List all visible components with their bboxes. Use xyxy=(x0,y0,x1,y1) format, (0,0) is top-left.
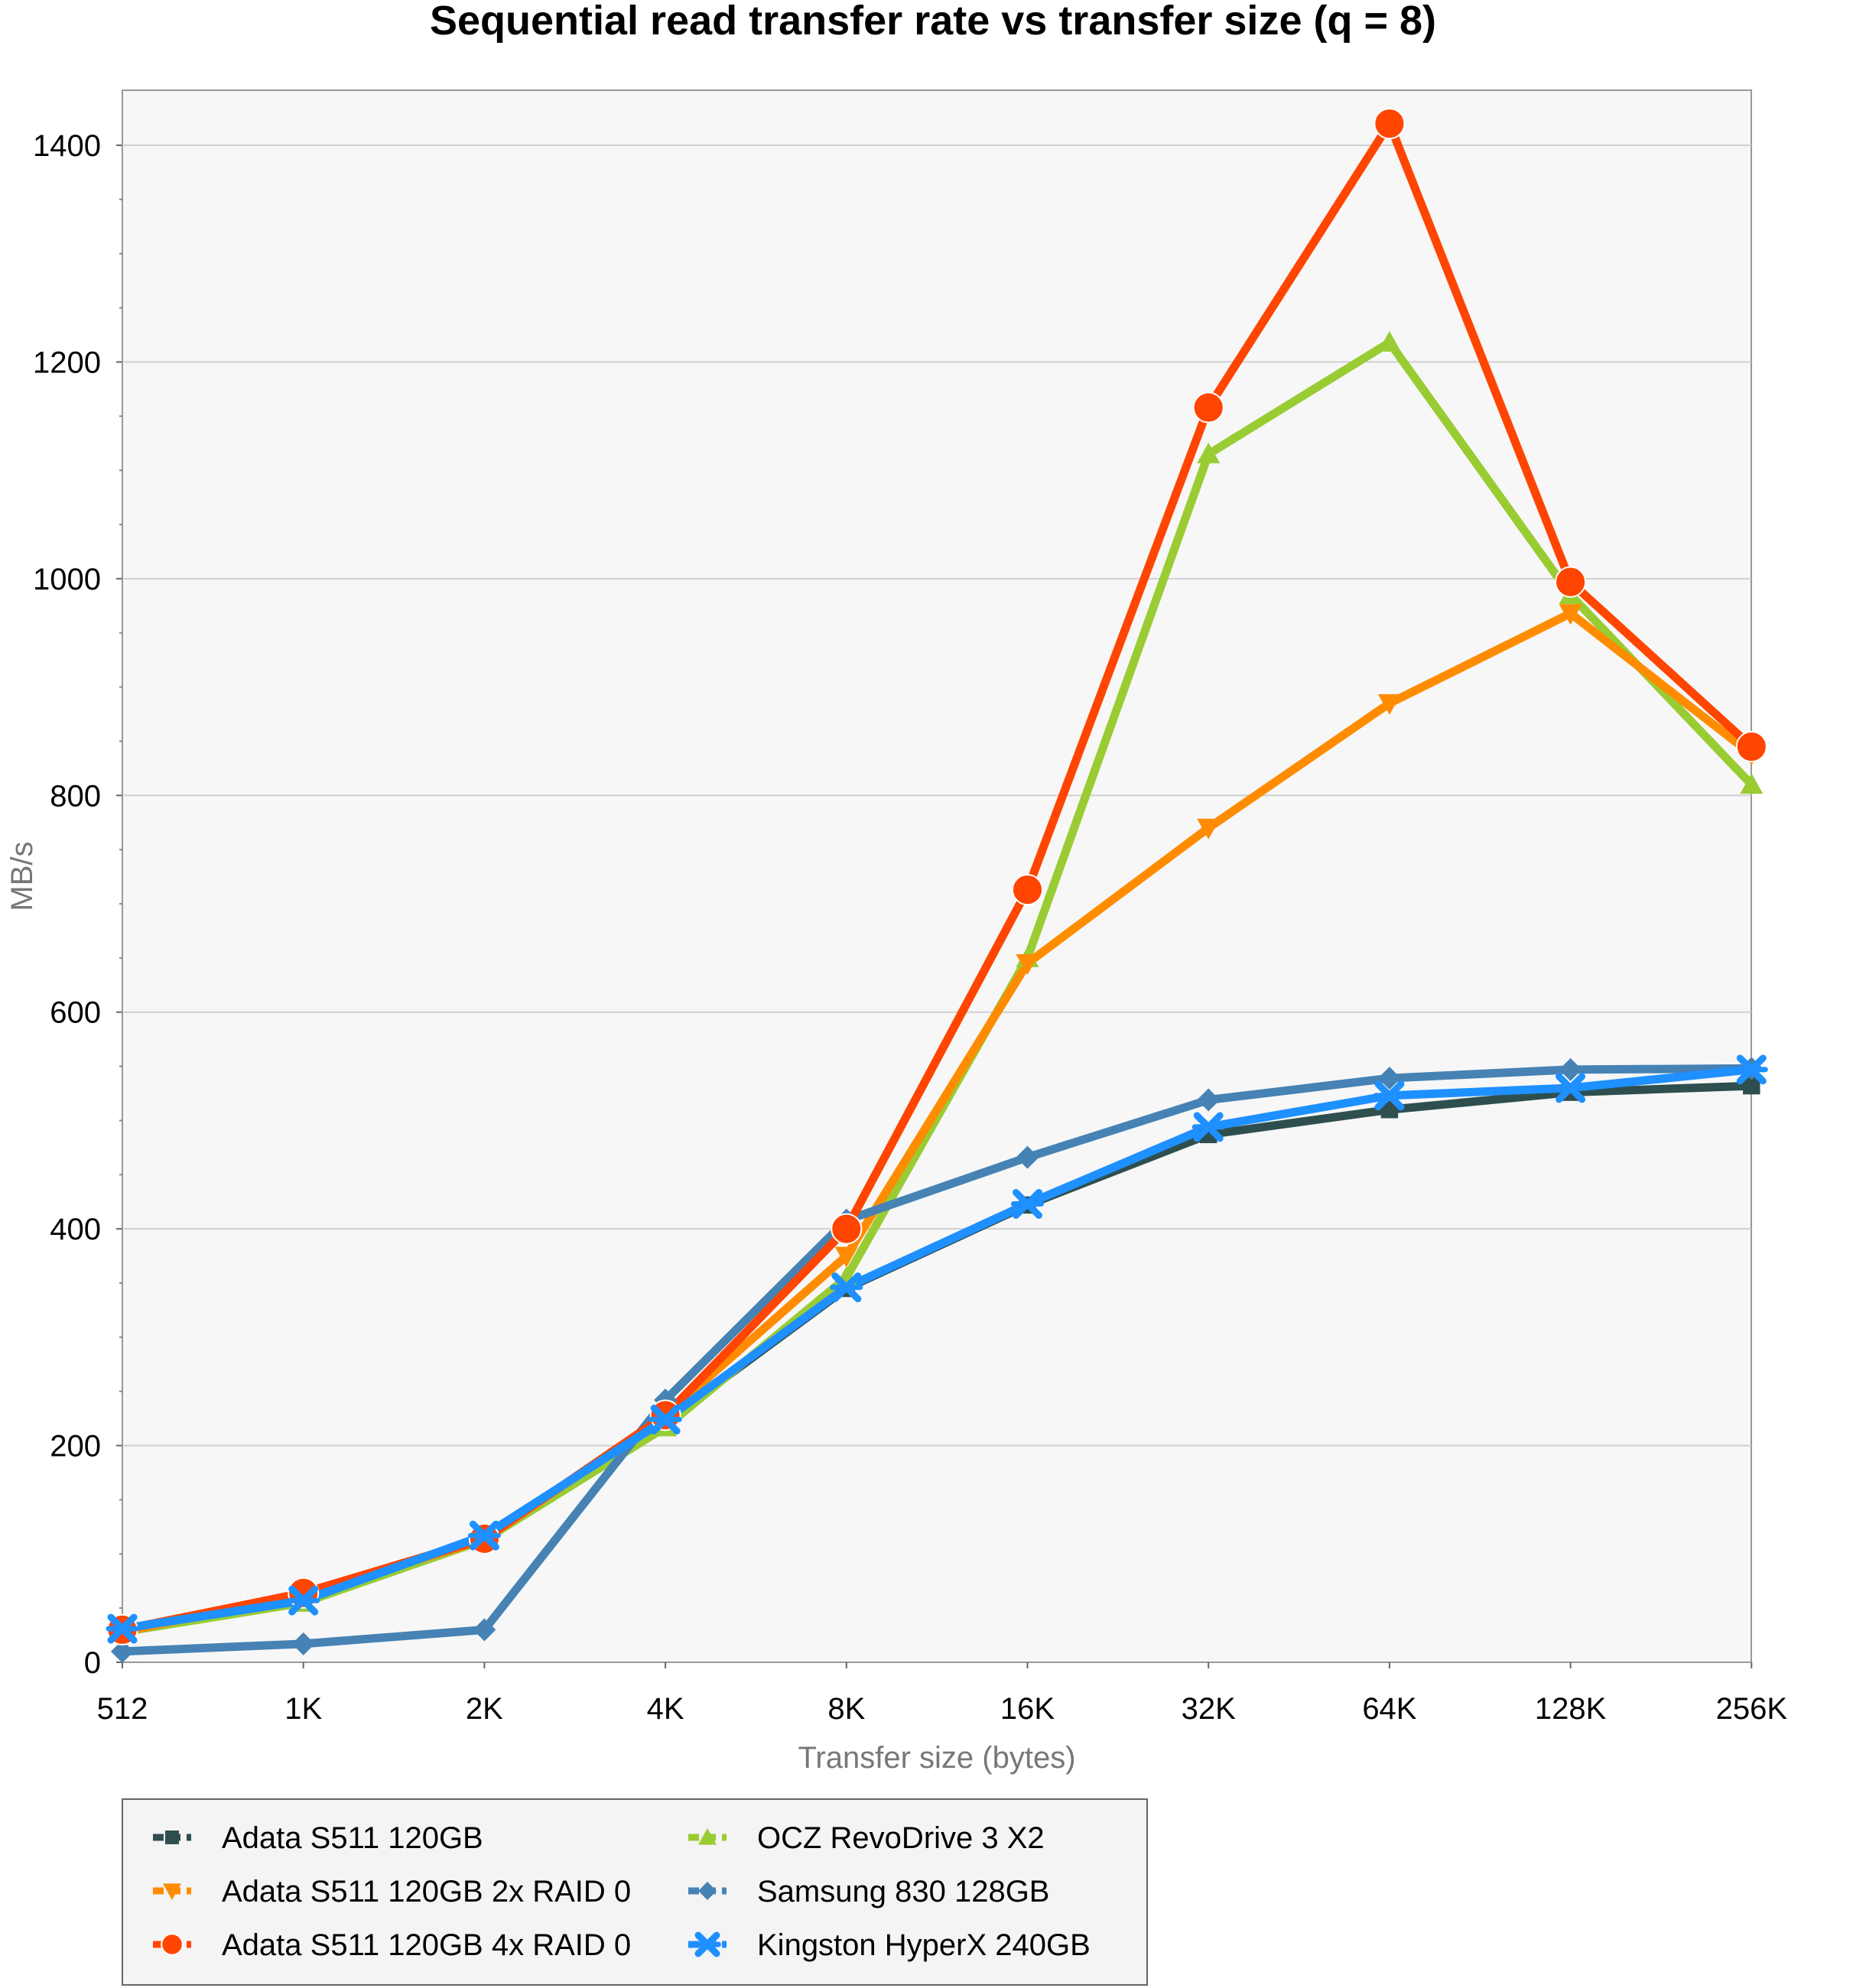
legend-item: Adata S511 120GB 2x RAID 0 xyxy=(153,1875,631,1908)
legend-item: Adata S511 120GB xyxy=(153,1821,483,1855)
x-tick-label: 64K xyxy=(1362,1692,1416,1726)
chart-title: Sequential read transfer rate vs transfe… xyxy=(430,0,1436,44)
y-tick-label: 1000 xyxy=(33,563,101,596)
series-line xyxy=(118,1064,1756,1656)
data-point xyxy=(1373,108,1406,140)
legend-label: Adata S511 120GB xyxy=(222,1821,483,1855)
series-lines xyxy=(118,119,1756,1656)
x-tick-label: 32K xyxy=(1182,1692,1236,1726)
legend-swatch-marker xyxy=(165,1830,179,1844)
data-point xyxy=(106,1613,139,1644)
data-point xyxy=(1734,1054,1768,1085)
data-point xyxy=(831,1213,863,1245)
data-point xyxy=(1743,1077,1760,1095)
data-point xyxy=(291,1632,315,1655)
data-point xyxy=(649,1405,682,1435)
data-point xyxy=(467,1520,501,1551)
data-point xyxy=(1377,330,1401,352)
x-tick-label: 1K xyxy=(284,1692,322,1726)
y-tick-label: 0 xyxy=(84,1646,101,1680)
data-point xyxy=(1735,730,1767,763)
data-point xyxy=(834,1246,858,1268)
data-point xyxy=(287,1585,320,1616)
data-point xyxy=(1373,1080,1406,1111)
y-tick-label: 1200 xyxy=(33,346,101,379)
data-point xyxy=(830,1272,863,1303)
data-point xyxy=(1377,694,1401,715)
data-point xyxy=(1380,1101,1399,1119)
legend-item: Adata S511 120GB 4x RAID 0 xyxy=(153,1928,631,1962)
legend-label: Kingston HyperX 240GB xyxy=(757,1928,1091,1962)
data-point xyxy=(111,1639,134,1663)
data-point xyxy=(1016,953,1039,975)
y-tick-label: 800 xyxy=(50,779,101,813)
series-line xyxy=(118,1065,1756,1633)
series-markers xyxy=(106,108,1768,1663)
x-tick-label: 8K xyxy=(827,1692,865,1726)
data-point xyxy=(1011,874,1044,906)
data-point xyxy=(1011,1189,1044,1220)
x-tick-label: 4K xyxy=(647,1692,684,1726)
legend-item: Kingston HyperX 240GB xyxy=(688,1928,1091,1962)
data-point xyxy=(1197,818,1221,840)
data-point xyxy=(1191,1112,1225,1142)
x-tick-label: 128K xyxy=(1535,1692,1607,1726)
x-tick-label: 2K xyxy=(466,1692,503,1726)
legend-label: Adata S511 120GB 4x RAID 0 xyxy=(222,1928,631,1962)
axes: 0 200 400 600 800 1000 1200 1400 512 1K 2K 4K 8K 16K 3… xyxy=(33,129,1787,1726)
y-tick-label: 1400 xyxy=(33,129,101,163)
data-point xyxy=(1197,1088,1221,1112)
data-point xyxy=(1555,566,1587,598)
data-point xyxy=(1197,442,1221,463)
x-tick-label: 512 xyxy=(97,1692,148,1726)
data-point xyxy=(473,1618,496,1642)
y-tick-label: 600 xyxy=(50,996,101,1030)
y-tick-label: 400 xyxy=(50,1213,101,1246)
plot-area xyxy=(122,89,1752,1663)
data-point xyxy=(1016,1145,1039,1169)
y-tick-label: 200 xyxy=(50,1430,101,1463)
x-tick-label: 16K xyxy=(1000,1692,1055,1726)
grid-lines xyxy=(122,145,1751,1447)
legend-swatch-marker xyxy=(161,1933,184,1956)
x-tick-label: 256K xyxy=(1716,1692,1788,1726)
legend: Adata S511 120GB Adata S511 120GB 2x RAID… xyxy=(122,1798,1148,1986)
legend-box xyxy=(122,1798,1148,1986)
data-point xyxy=(1559,1057,1582,1081)
legend-swatch-marker xyxy=(698,1882,717,1900)
legend-item: OCZ RevoDrive 3 X2 xyxy=(688,1821,1045,1855)
data-point xyxy=(1554,1073,1588,1103)
legend-swatch-marker xyxy=(163,1883,181,1900)
data-point xyxy=(1559,604,1582,625)
legend-swatch-marker xyxy=(698,1828,717,1845)
legend-item: Samsung 830 128GB xyxy=(688,1875,1049,1908)
legend-swatch-marker xyxy=(694,1931,721,1957)
data-point xyxy=(1377,1067,1401,1090)
data-point xyxy=(1740,773,1764,794)
data-point xyxy=(1192,391,1224,424)
legend-label: Adata S511 120GB 2x RAID 0 xyxy=(222,1875,631,1908)
x-axis-title: Transfer size (bytes) xyxy=(798,1741,1075,1775)
y-axis-title: MB/s xyxy=(5,841,39,911)
legend-label: Samsung 830 128GB xyxy=(757,1875,1049,1908)
legend-label: OCZ RevoDrive 3 X2 xyxy=(757,1821,1045,1855)
